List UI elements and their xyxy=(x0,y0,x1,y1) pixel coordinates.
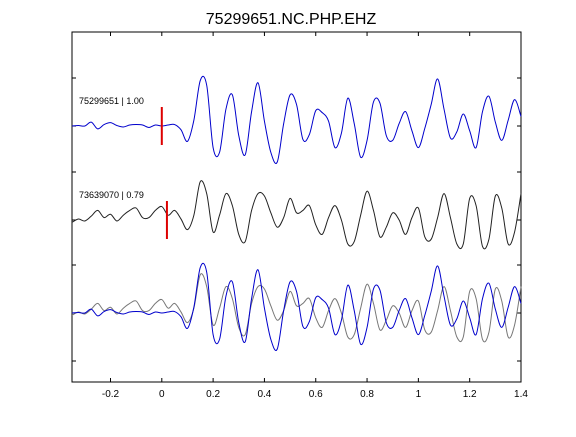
trace-label-1: 73639070 | 0.79 xyxy=(79,190,144,200)
trace-line-panel1-73639070 xyxy=(71,180,522,250)
x-tick-label-3: 0.4 xyxy=(257,389,271,400)
y-ticks xyxy=(72,77,521,362)
trace-line-panel2-73639070 xyxy=(71,273,522,343)
trace-labels: 75299651 | 1.00 73639070 | 0.79 xyxy=(79,96,144,200)
x-tick-label-6: 1 xyxy=(416,389,422,400)
x-tick-label-5: 0.8 xyxy=(360,389,374,400)
x-tick-label-0: -0.2 xyxy=(102,389,120,400)
x-axis: -0.2 0 0.2 0.4 0.6 0.8 1 1.2 1.4 xyxy=(102,32,528,400)
trace-label-0: 75299651 | 1.00 xyxy=(79,96,144,106)
x-tick-label-7: 1.2 xyxy=(463,389,477,400)
chart-title: 75299651.NC.PHP.EHZ xyxy=(206,11,377,28)
trace-line-panel2-75299651 xyxy=(71,262,522,351)
x-tick-label-8: 1.4 xyxy=(514,389,528,400)
plot-frame xyxy=(71,31,522,383)
x-tick-label-4: 0.6 xyxy=(309,389,323,400)
x-tick-label-1: 0 xyxy=(159,389,165,400)
traces xyxy=(71,75,522,351)
pick-markers xyxy=(160,107,168,239)
x-tick-label-2: 0.2 xyxy=(206,389,220,400)
trace-line-panel0-75299651 xyxy=(71,75,522,164)
